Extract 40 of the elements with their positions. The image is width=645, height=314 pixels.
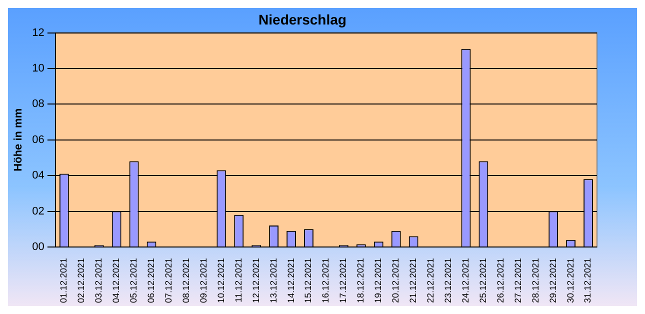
y-tick-label: 04 — [32, 170, 44, 182]
x-tick-label: 10.12.2021 — [216, 258, 226, 304]
x-tick-label: 06.12.2021 — [146, 258, 156, 304]
x-tick-label: 15.12.2021 — [303, 258, 314, 304]
x-tick-label: 30.12.2021 — [565, 258, 576, 304]
x-tick-label: 12.12.2021 — [250, 258, 261, 304]
x-tick-label: 31.12.2021 — [582, 258, 593, 304]
y-tick-label: 02 — [32, 205, 44, 218]
x-tick-label: 17.12.2021 — [338, 258, 348, 304]
x-tick-label: 14.12.2021 — [286, 258, 296, 304]
chart-title: Niederschlag — [258, 11, 346, 28]
y-tick-label: 06 — [32, 134, 44, 146]
x-tick-label: 20.12.2021 — [390, 258, 401, 304]
y-tick-label: 10 — [32, 62, 44, 75]
x-tick-label: 11.12.2021 — [233, 258, 244, 302]
x-tick-label: 29.12.2021 — [548, 258, 558, 304]
x-tick-label: 04.12.2021 — [111, 258, 122, 304]
x-tick-label: 23.12.2021 — [442, 258, 453, 304]
x-tick-label: 01.12.2021 — [58, 258, 69, 304]
x-tick-label: 16.12.2021 — [320, 258, 331, 304]
x-tick-label: 19.12.2021 — [373, 258, 384, 304]
x-tick-label: 07.12.2021 — [163, 258, 174, 304]
x-tick-label: 05.12.2021 — [128, 258, 139, 304]
x-tick-label: 26.12.2021 — [495, 258, 506, 304]
x-tick-label: 21.12.2021 — [408, 258, 418, 304]
y-axis-title: Höhe in mm — [12, 108, 25, 172]
y-tick-label: 08 — [32, 98, 44, 110]
x-tick-label: 08.12.2021 — [180, 258, 191, 304]
x-tick-label: 22.12.2021 — [426, 258, 436, 304]
x-tick-label: 03.12.2021 — [94, 258, 104, 304]
x-tick-label: 02.12.2021 — [76, 258, 86, 304]
x-tick-label: 24.12.2021 — [460, 258, 470, 304]
x-tick-label: 13.12.2021 — [268, 258, 278, 304]
x-tick-label: 27.12.2021 — [512, 258, 523, 304]
x-tick-label: 18.12.2021 — [356, 258, 366, 304]
x-tick-label: 25.12.2021 — [478, 258, 488, 304]
x-tick-label: 28.12.2021 — [530, 258, 540, 304]
x-tick-label: 09.12.2021 — [198, 258, 208, 304]
y-tick-label: 12 — [32, 26, 44, 39]
y-tick-label: 00 — [32, 240, 44, 253]
